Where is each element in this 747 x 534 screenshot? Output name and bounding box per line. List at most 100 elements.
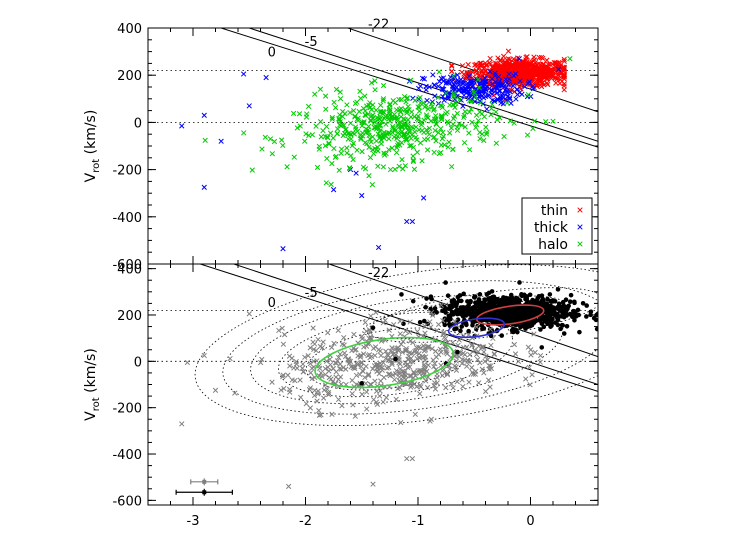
data-point-halo <box>403 135 409 142</box>
data-point-halo-crosses <box>289 377 295 383</box>
data-point-halo-crosses <box>345 357 351 363</box>
data-point-thin <box>449 63 455 69</box>
data-point-halo-crosses <box>395 385 401 392</box>
data-point-halo-crosses <box>366 371 372 377</box>
data-point-halo <box>317 119 324 125</box>
data-point-halo-crosses <box>367 381 374 388</box>
y-tick-label: -600 <box>112 494 142 509</box>
data-point-halo-crosses <box>305 353 311 359</box>
data-point-halo-crosses <box>526 364 532 371</box>
data-point-thick <box>445 78 452 84</box>
data-point-halo-crosses <box>460 383 466 390</box>
data-point-halo-crosses <box>372 344 379 350</box>
data-point-disk <box>443 280 448 285</box>
data-point-halo <box>336 167 342 173</box>
data-point-halo-crosses <box>320 395 327 401</box>
data-point-halo-crosses <box>285 372 291 378</box>
data-point-halo <box>420 100 426 106</box>
data-point-halo <box>373 138 380 144</box>
data-point-halo-crosses <box>422 323 428 329</box>
data-point-halo-crosses <box>329 411 335 417</box>
data-point-disk <box>487 296 492 301</box>
data-point-disk <box>550 316 555 322</box>
data-point-halo-crosses <box>411 370 417 376</box>
data-point-thin <box>561 65 567 72</box>
data-point-thin <box>555 72 562 78</box>
data-point-halo <box>375 163 381 169</box>
data-point-halo-crosses <box>378 352 384 359</box>
diagonal-reference-line <box>220 28 598 148</box>
error-bar-point <box>202 479 207 484</box>
data-point-halo-crosses <box>302 354 308 360</box>
data-point-disk <box>523 310 529 316</box>
data-point-halo-crosses <box>488 363 494 369</box>
data-point-halo <box>501 133 507 140</box>
data-point-halo-crosses <box>201 352 207 359</box>
data-point-halo <box>483 131 490 137</box>
data-point-halo-crosses <box>309 365 315 371</box>
data-point-halo-crosses <box>385 371 392 377</box>
data-point-thick <box>263 74 269 81</box>
data-point-halo-crosses <box>453 358 460 364</box>
data-point-disk <box>456 309 462 315</box>
data-point-halo-crosses <box>316 407 322 414</box>
data-point-halo-crosses <box>401 371 408 377</box>
data-point-thick <box>460 103 466 109</box>
data-point-halo-crosses <box>387 355 393 361</box>
data-point-disk <box>530 299 536 305</box>
data-point-halo <box>504 100 510 106</box>
data-point-halo-crosses <box>289 355 295 361</box>
data-point-halo <box>431 116 438 122</box>
data-point-halo-crosses <box>293 361 300 367</box>
data-point-halo-crosses <box>411 369 417 375</box>
data-point-halo <box>368 139 374 145</box>
data-point-disk <box>468 299 473 305</box>
data-point-thick <box>491 98 498 105</box>
data-point-halo-crosses <box>427 319 433 325</box>
data-point-halo-crosses <box>428 324 434 330</box>
x-tick-label: 0 <box>526 514 534 529</box>
data-point-halo <box>423 127 430 133</box>
data-point-halo-crosses <box>420 370 427 376</box>
data-point-thin <box>488 68 494 75</box>
data-point-disk <box>423 304 428 310</box>
data-point-disk <box>457 293 463 298</box>
data-point-halo-crosses <box>327 356 333 363</box>
data-point-disk <box>580 300 586 306</box>
data-point-thick <box>516 56 522 62</box>
data-point-halo-crosses <box>281 332 288 338</box>
data-point-halo <box>483 124 489 130</box>
data-point-thin <box>525 64 531 71</box>
data-point-halo <box>408 142 414 149</box>
data-point-halo-crosses <box>484 357 491 363</box>
data-point-halo <box>331 99 337 106</box>
data-point-halo-crosses <box>325 330 331 336</box>
data-point-halo-crosses <box>473 351 480 358</box>
diagonal-reference-line <box>346 28 598 113</box>
data-point-halo <box>530 125 536 132</box>
data-point-halo-crosses <box>308 370 314 376</box>
data-point-halo-crosses <box>469 364 475 371</box>
data-point-halo <box>396 163 402 170</box>
data-point-halo-crosses <box>335 396 342 403</box>
data-point-halo <box>380 82 387 89</box>
data-point-thin <box>554 75 561 81</box>
data-point-halo <box>302 138 308 144</box>
data-point-halo-crosses <box>300 361 306 367</box>
data-point-halo <box>361 120 367 126</box>
data-point-halo <box>416 108 423 114</box>
data-point-halo <box>346 165 353 171</box>
data-point-halo <box>433 116 439 122</box>
data-point-disk <box>471 304 477 310</box>
data-point-halo <box>477 129 483 136</box>
data-point-halo-crosses <box>430 357 436 363</box>
data-point-thin <box>538 67 545 73</box>
data-point-disk <box>535 308 541 313</box>
data-point-halo-crosses <box>527 382 533 388</box>
data-point-thick <box>464 86 470 93</box>
data-point-disk <box>401 321 406 326</box>
data-point-disk <box>466 311 471 316</box>
data-point-halo-crosses <box>377 388 383 394</box>
data-point-disk <box>555 304 560 310</box>
